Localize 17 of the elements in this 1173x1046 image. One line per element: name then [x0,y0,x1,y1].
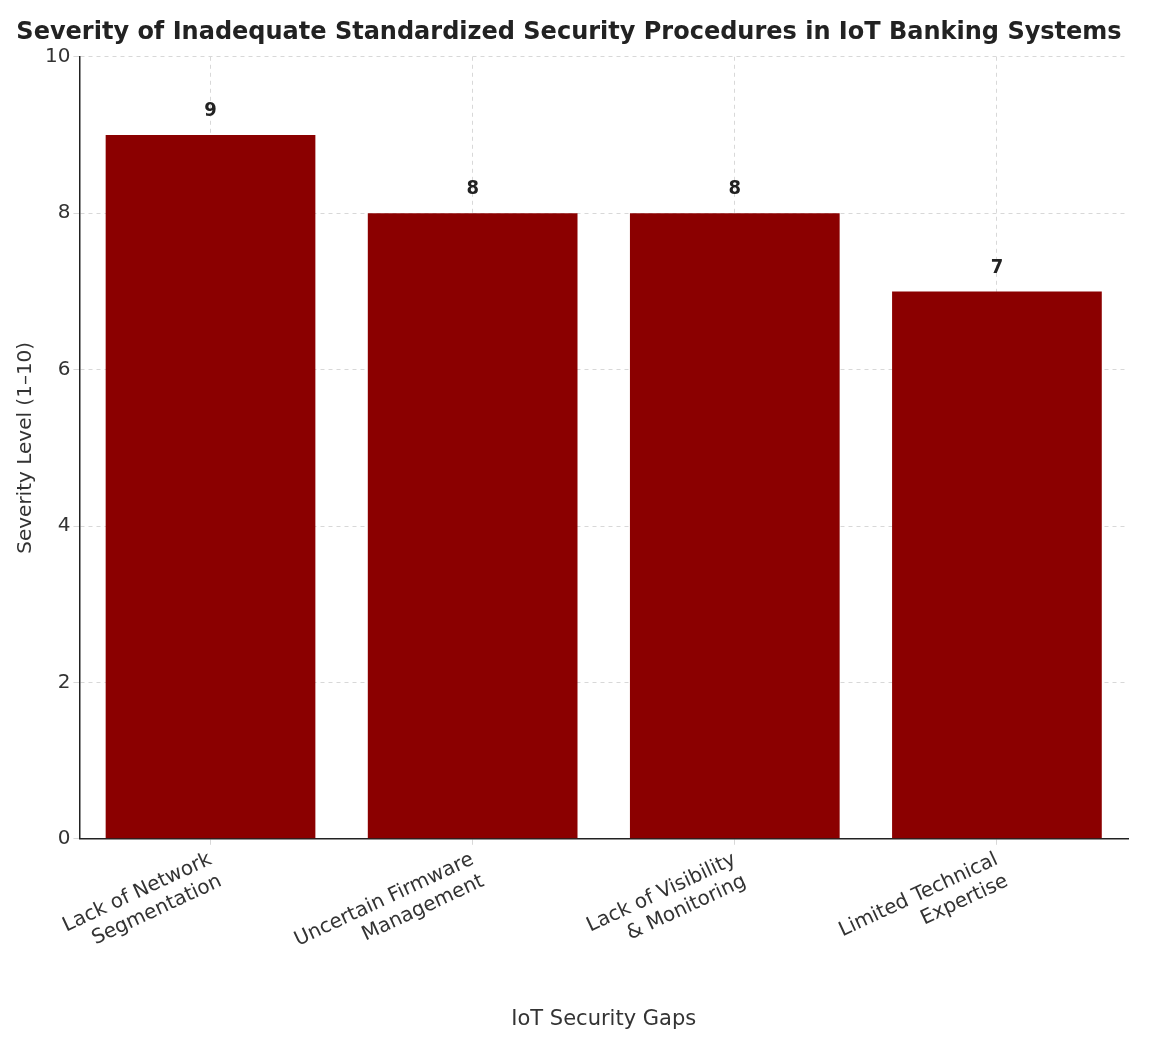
y-tick-label: 0 [57,825,71,850]
y-tick-label: 6 [57,355,71,380]
y-axis-title: Severity Level (1–10) [12,341,37,554]
data-label: 8 [728,175,742,200]
x-axis-title: IoT Security Gaps [511,1005,697,1030]
data-label: 8 [466,175,479,200]
chart-title: Severity of Inadequate Standardized Security Procedures in IoT Banking Systems [16,16,1122,45]
y-tick-label: 10 [45,43,71,67]
data-label: 9 [204,97,217,122]
y-tick-label: 8 [57,199,71,224]
bar [629,213,840,839]
bar [367,213,578,839]
y-tick-label: 4 [57,512,71,537]
data-label: 7 [990,253,1004,278]
y-tick-label: 2 [57,668,71,693]
bar [892,291,1102,839]
bar [105,135,316,839]
